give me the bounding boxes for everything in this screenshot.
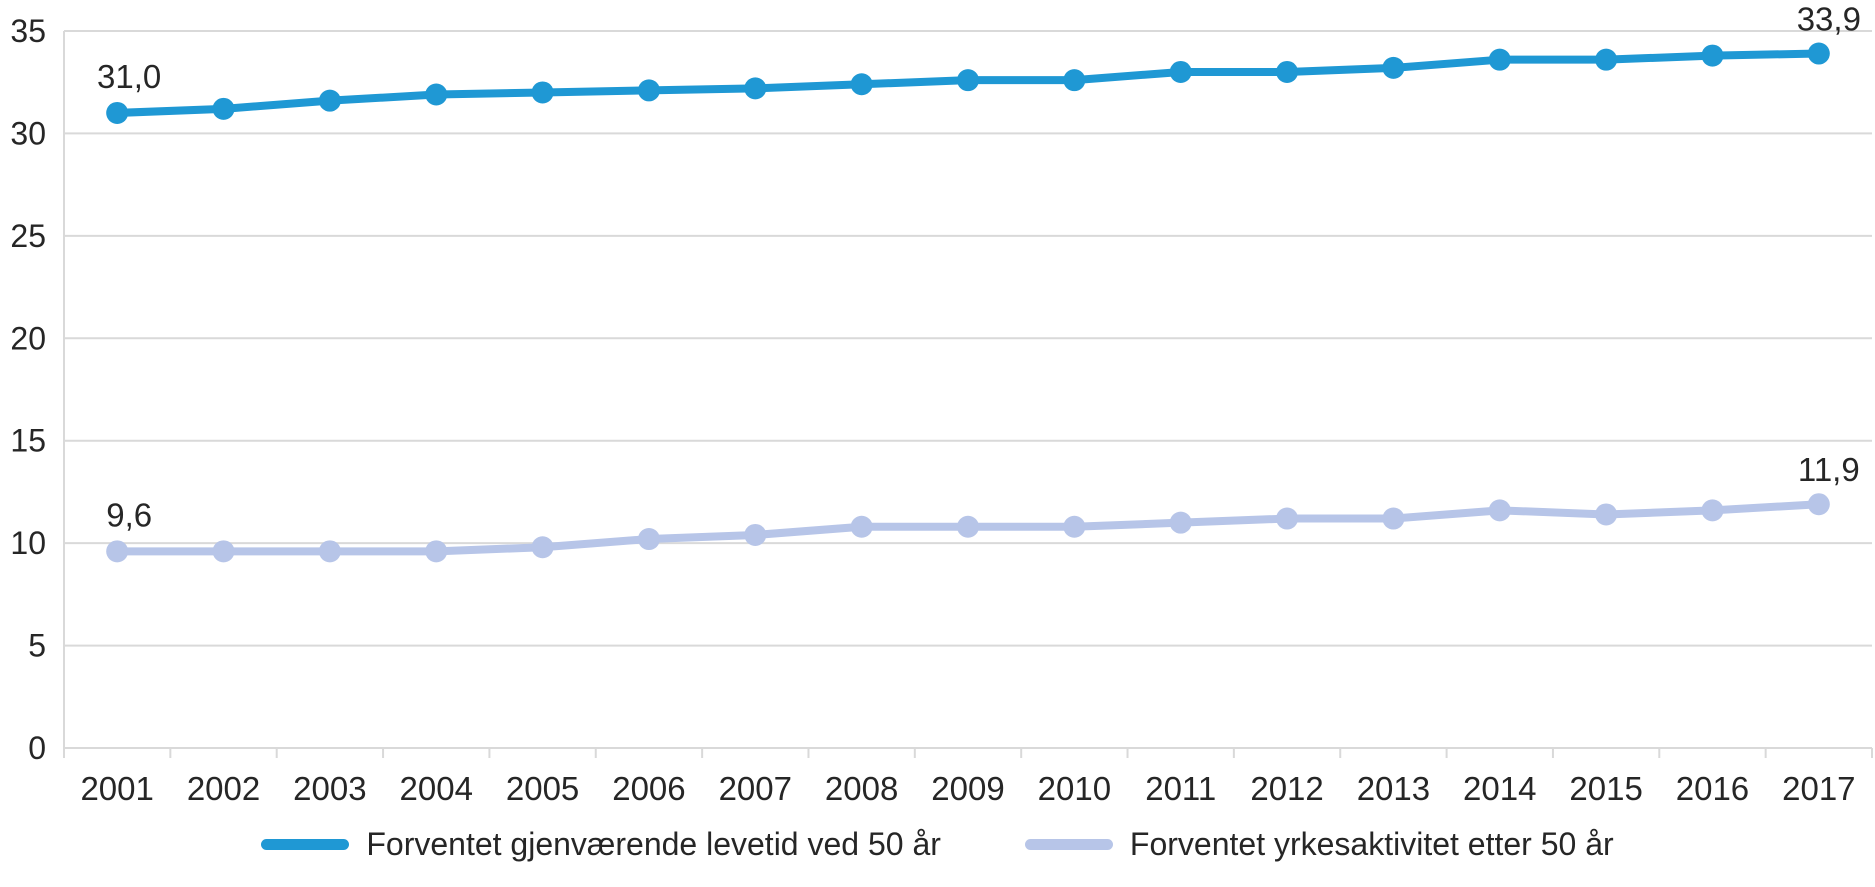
- y-axis-tick-label: 20: [10, 320, 46, 356]
- legend-label-levetid: Forventet gjenværende levetid ved 50 år: [366, 826, 941, 862]
- data-point-marker: [1276, 507, 1299, 530]
- data-point-marker: [637, 79, 660, 102]
- data-point-marker: [850, 73, 873, 96]
- data-point-marker: [1701, 499, 1724, 522]
- data-point-marker: [744, 77, 767, 100]
- data-point-marker: [1382, 507, 1405, 530]
- x-axis-tick-label: 2017: [1782, 770, 1855, 807]
- chart-legend: Forventet gjenværende levetid ved 50 år …: [0, 826, 1875, 863]
- x-axis-tick-label: 2008: [825, 770, 898, 807]
- x-axis-tick-label: 2014: [1463, 770, 1536, 807]
- y-axis-tick-label: 25: [10, 218, 46, 254]
- x-axis-tick-label: 2002: [187, 770, 260, 807]
- x-axis-tick-label: 2009: [931, 770, 1004, 807]
- y-axis-tick-label: 10: [10, 525, 46, 561]
- x-axis-tick-label: 2003: [293, 770, 366, 807]
- data-point-marker: [1169, 511, 1192, 534]
- data-point-marker: [637, 528, 660, 551]
- y-axis-tick-label: 5: [28, 628, 46, 664]
- x-axis-tick-label: 2015: [1569, 770, 1642, 807]
- x-axis-tick-label: 2011: [1145, 770, 1216, 807]
- x-axis-tick-label: 2001: [80, 770, 153, 807]
- data-point-marker: [1807, 42, 1830, 65]
- data-point-marker: [1488, 48, 1511, 71]
- x-axis-tick-label: 2004: [400, 770, 473, 807]
- x-axis-tick-label: 2007: [719, 770, 792, 807]
- y-axis-tick-label: 35: [10, 13, 46, 49]
- data-point-marker: [1063, 515, 1086, 538]
- data-point-marker: [1382, 56, 1405, 79]
- data-point-marker: [1169, 60, 1192, 83]
- data-point-marker: [1595, 503, 1618, 526]
- data-point-marker: [744, 523, 767, 546]
- data-point-label: 33,9: [1797, 1, 1861, 38]
- legend-label-yrkesaktivitet: Forventet yrkesaktivitet etter 50 år: [1129, 826, 1614, 862]
- data-point-marker: [957, 515, 979, 538]
- data-point-marker: [1595, 48, 1618, 71]
- data-point-marker: [425, 83, 448, 106]
- x-axis-tick-label: 2005: [506, 770, 579, 807]
- data-point-marker: [106, 101, 129, 124]
- data-point-marker: [212, 97, 235, 120]
- y-axis-tick-label: 15: [10, 423, 46, 459]
- data-point-marker: [531, 536, 554, 559]
- data-point-marker: [850, 515, 873, 538]
- data-point-marker: [957, 69, 979, 92]
- data-point-marker: [1807, 493, 1830, 516]
- x-axis-tick-label: 2006: [612, 770, 685, 807]
- data-point-marker: [1488, 499, 1511, 522]
- x-axis-tick-label: 2016: [1676, 770, 1749, 807]
- data-point-marker: [318, 540, 341, 563]
- data-point-marker: [425, 540, 448, 563]
- y-axis-tick-label: 30: [10, 115, 46, 151]
- data-point-marker: [318, 89, 341, 112]
- x-axis-tick-label: 2010: [1038, 770, 1111, 807]
- legend-item-yrkesaktivitet: Forventet yrkesaktivitet etter 50 år: [1024, 826, 1614, 863]
- data-point-label: 31,0: [97, 58, 161, 95]
- data-point-marker: [212, 540, 235, 563]
- data-point-marker: [106, 540, 129, 563]
- data-point-marker: [1063, 69, 1086, 92]
- x-axis-tick-label: 2012: [1250, 770, 1323, 807]
- legend-swatch-yrkesaktivitet: [1024, 839, 1113, 850]
- data-point-label: 9,6: [106, 496, 152, 533]
- data-point-marker: [1701, 44, 1724, 67]
- legend-item-levetid: Forventet gjenværende levetid ved 50 år: [261, 826, 941, 863]
- data-point-marker: [1276, 60, 1299, 83]
- data-point-marker: [531, 81, 554, 104]
- data-point-label: 11,9: [1798, 451, 1860, 488]
- y-axis-tick-label: 0: [28, 730, 46, 766]
- x-axis-tick-label: 2013: [1357, 770, 1430, 807]
- legend-swatch-levetid: [261, 839, 350, 850]
